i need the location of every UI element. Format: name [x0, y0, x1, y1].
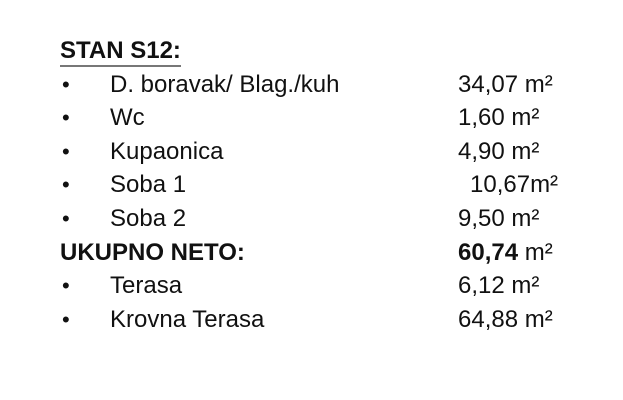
- room-name: Krovna Terasa: [110, 305, 265, 333]
- apartment-area-list: STAN S12: • D. boravak/ Blag./kuh 34,07 m²…: [60, 34, 600, 336]
- bullet-icon: •: [62, 105, 70, 131]
- bullet-icon: •: [62, 71, 70, 97]
- list-item: • Soba 2 9,50 m²: [60, 202, 600, 236]
- room-area: 9,50 m²: [458, 204, 540, 232]
- bullet-icon: •: [62, 138, 70, 164]
- list-item: • Terasa 6,12 m²: [60, 269, 600, 303]
- bullet-icon: •: [62, 205, 70, 231]
- bullet-icon: •: [62, 273, 70, 299]
- room-name: Soba 2: [110, 204, 187, 232]
- bullet-icon: •: [62, 172, 70, 198]
- list-item: • D. boravak/ Blag./kuh 34,07 m²: [60, 68, 600, 102]
- list-item: • Krovna Terasa 64,88 m²: [60, 303, 600, 337]
- room-name: Terasa: [110, 272, 183, 300]
- room-area: 10,67m²: [470, 171, 559, 199]
- room-area: 64,88 m²: [458, 305, 553, 333]
- heading-row: STAN S12:: [60, 34, 600, 68]
- list-item: • Soba 1 10,67m²: [60, 168, 600, 202]
- total-label: UKUPNO NETO:: [60, 238, 245, 266]
- apartment-title: STAN S12:: [60, 37, 181, 67]
- list-item: • Wc 1,60 m²: [60, 101, 600, 135]
- total-row: UKUPNO NETO: 60,74 m²: [60, 236, 600, 270]
- room-name: Wc: [110, 104, 145, 132]
- bullet-icon: •: [62, 306, 70, 332]
- room-name: Soba 1: [110, 171, 187, 199]
- room-name: Kupaonica: [110, 137, 224, 165]
- room-area: 6,12 m²: [458, 272, 540, 300]
- room-area: 4,90 m²: [458, 137, 540, 165]
- list-item: • Kupaonica 4,90 m²: [60, 135, 600, 169]
- room-name: D. boravak/ Blag./kuh: [110, 70, 340, 98]
- room-area: 34,07 m²: [458, 70, 553, 98]
- room-area: 1,60 m²: [458, 104, 540, 132]
- total-area: 60,74 m²: [458, 238, 553, 266]
